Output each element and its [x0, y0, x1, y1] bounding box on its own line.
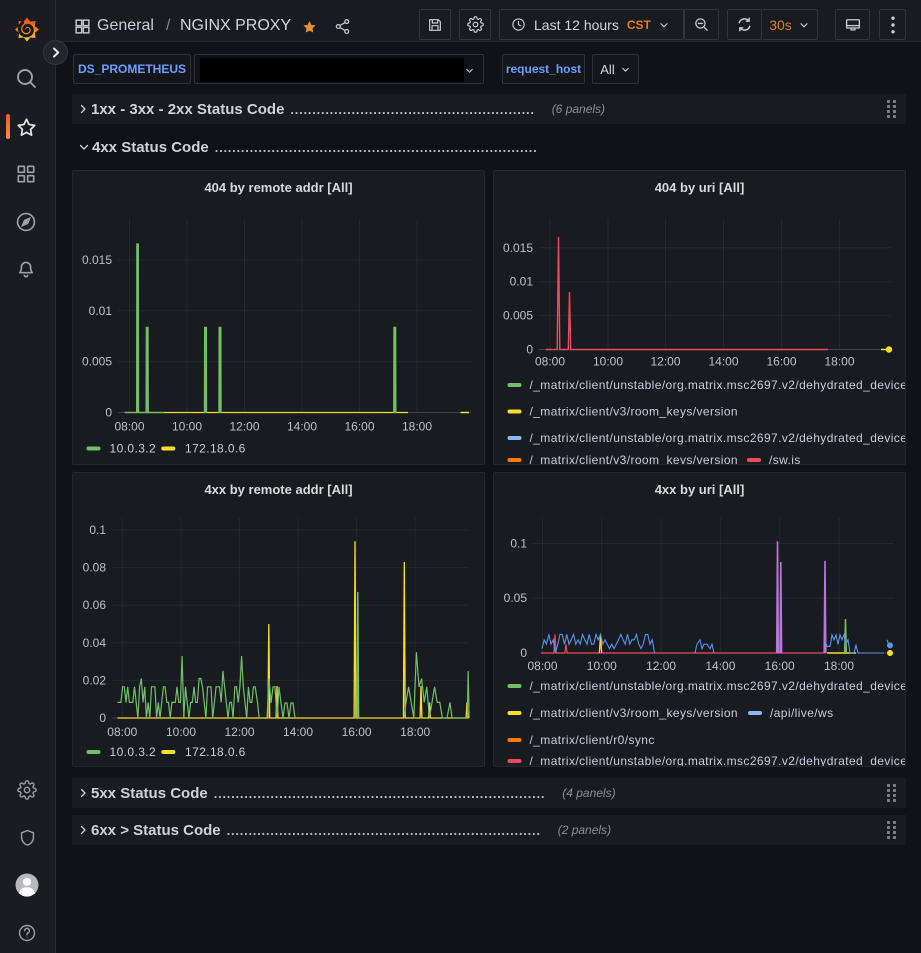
- svg-text:16:00: 16:00: [765, 659, 795, 673]
- svg-text:08:00: 08:00: [535, 355, 565, 369]
- svg-text:/_matrix/client/v3/room_keys/v: /_matrix/client/v3/room_keys/version: [530, 453, 738, 465]
- svg-text:16:00: 16:00: [342, 725, 372, 739]
- svg-text:0.005: 0.005: [82, 355, 112, 369]
- svg-text:/_matrix/client/unstable/org.m: /_matrix/client/unstable/org.matrix.msc2…: [530, 431, 907, 445]
- svg-text:0.1: 0.1: [89, 523, 106, 537]
- svg-text:172.18.0.6: 172.18.0.6: [185, 442, 246, 456]
- svg-text:10.0.3.2: 10.0.3.2: [110, 442, 157, 456]
- svg-text:/sw.js: /sw.js: [769, 453, 801, 465]
- svg-text:14:00: 14:00: [705, 659, 735, 673]
- svg-text:08:00: 08:00: [107, 725, 137, 739]
- svg-text:0.01: 0.01: [89, 304, 113, 318]
- svg-text:/_matrix/client/v3/room_keys/v: /_matrix/client/v3/room_keys/version: [530, 706, 738, 720]
- svg-text:12:00: 12:00: [229, 420, 259, 434]
- svg-text:0: 0: [105, 406, 112, 420]
- svg-text:0.06: 0.06: [83, 598, 107, 612]
- svg-text:0: 0: [99, 711, 106, 725]
- svg-text:18:00: 18:00: [824, 659, 854, 673]
- svg-text:14:00: 14:00: [287, 420, 317, 434]
- svg-text:/_matrix/client/unstable/org.m: /_matrix/client/unstable/org.matrix.msc2…: [530, 754, 907, 767]
- svg-text:16:00: 16:00: [766, 355, 796, 369]
- svg-text:/_matrix/client/unstable/org.m: /_matrix/client/unstable/org.matrix.msc2…: [530, 378, 907, 392]
- svg-text:0: 0: [526, 343, 533, 357]
- svg-text:172.18.0.6: 172.18.0.6: [185, 745, 246, 759]
- svg-text:12:00: 12:00: [650, 355, 680, 369]
- svg-text:10:00: 10:00: [587, 659, 617, 673]
- svg-text:0.005: 0.005: [503, 309, 533, 323]
- svg-text:10:00: 10:00: [172, 420, 202, 434]
- svg-text:0.04: 0.04: [83, 636, 107, 650]
- svg-text:18:00: 18:00: [402, 420, 432, 434]
- svg-text:14:00: 14:00: [708, 355, 738, 369]
- svg-text:08:00: 08:00: [114, 420, 144, 434]
- svg-text:16:00: 16:00: [344, 420, 374, 434]
- svg-text:0.015: 0.015: [82, 253, 112, 267]
- svg-text:/_matrix/client/v3/room_keys/v: /_matrix/client/v3/room_keys/version: [530, 405, 738, 419]
- svg-text:0.015: 0.015: [503, 241, 533, 255]
- svg-text:0.01: 0.01: [510, 275, 534, 289]
- svg-text:14:00: 14:00: [283, 725, 313, 739]
- svg-text:18:00: 18:00: [824, 355, 854, 369]
- svg-text:10:00: 10:00: [593, 355, 623, 369]
- svg-text:08:00: 08:00: [527, 659, 557, 673]
- svg-text:/api/live/ws: /api/live/ws: [770, 706, 834, 720]
- svg-text:0.1: 0.1: [510, 537, 527, 551]
- svg-text:0.08: 0.08: [83, 561, 107, 575]
- svg-text:12:00: 12:00: [646, 659, 676, 673]
- svg-text:0.02: 0.02: [83, 673, 107, 687]
- svg-text:10.0.3.2: 10.0.3.2: [110, 745, 157, 759]
- svg-text:12:00: 12:00: [224, 725, 254, 739]
- svg-text:10:00: 10:00: [166, 725, 196, 739]
- svg-text:0.05: 0.05: [504, 591, 528, 605]
- svg-text:/_matrix/client/unstable/org.m: /_matrix/client/unstable/org.matrix.msc2…: [530, 679, 907, 693]
- svg-text:18:00: 18:00: [400, 725, 430, 739]
- svg-text:/_matrix/client/r0/sync: /_matrix/client/r0/sync: [530, 733, 655, 747]
- svg-text:0: 0: [520, 646, 527, 660]
